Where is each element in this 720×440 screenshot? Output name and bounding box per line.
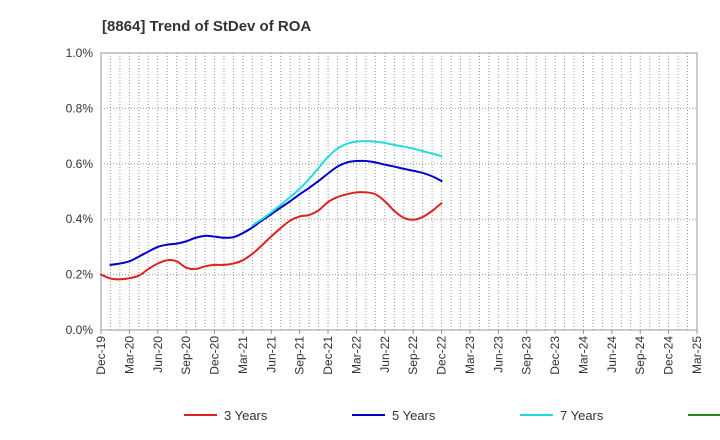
x-tick-label: Mar-25 [690, 336, 704, 374]
x-tick-label: Sep-23 [520, 336, 534, 375]
series-line-5-years [109, 159, 443, 266]
x-tick-label: Dec-19 [94, 336, 108, 375]
y-tick-label: 0.4% [66, 212, 94, 226]
series-line-7-years [251, 140, 443, 227]
x-tick-label: Sep-24 [633, 336, 647, 375]
y-tick-label: 1.0% [66, 46, 94, 60]
legend-label-3-years: 3 Years [224, 408, 268, 423]
x-tick-label: Mar-24 [576, 336, 590, 374]
series-line-3-years [100, 191, 443, 281]
plot-frame [100, 52, 698, 331]
legend-label-7-years: 7 Years [560, 408, 604, 423]
x-tick-label: Jun-24 [605, 336, 619, 373]
x-tick-label: Jun-20 [151, 336, 165, 373]
x-tick-label: Dec-23 [548, 336, 562, 375]
y-tick-label: 0.6% [66, 157, 94, 171]
x-tick-label: Jun-21 [264, 336, 278, 373]
plot-area: 0.0% 0.2% 0.4% 0.6% 0.8% 1.0% Dec-19 Mar-20 Jun-… [66, 46, 704, 375]
x-tick-label: Sep-20 [179, 336, 193, 375]
x-tick-label: Sep-22 [406, 336, 420, 375]
x-tick-label: Mar-23 [463, 336, 477, 374]
x-tick-label: Sep-21 [293, 336, 307, 375]
x-tick-label: Mar-21 [236, 336, 250, 374]
x-tick-label: Dec-22 [435, 336, 449, 375]
x-tick-label: Dec-24 [662, 336, 676, 375]
x-tick-label: Dec-20 [208, 336, 222, 375]
x-tick-label: Mar-20 [122, 336, 136, 374]
y-tick-label: 0.0% [66, 323, 94, 337]
x-tick-label: Jun-23 [491, 336, 505, 373]
y-tick-label: 0.8% [66, 101, 94, 115]
x-tick-label: Dec-21 [321, 336, 335, 375]
x-tick-label: Jun-22 [378, 336, 392, 373]
x-tick-label: Mar-22 [349, 336, 363, 374]
chart-title: [8864] Trend of StDev of ROA [102, 18, 311, 35]
legend-label-5-years: 5 Years [392, 408, 436, 423]
y-tick-label: 0.2% [66, 268, 94, 282]
